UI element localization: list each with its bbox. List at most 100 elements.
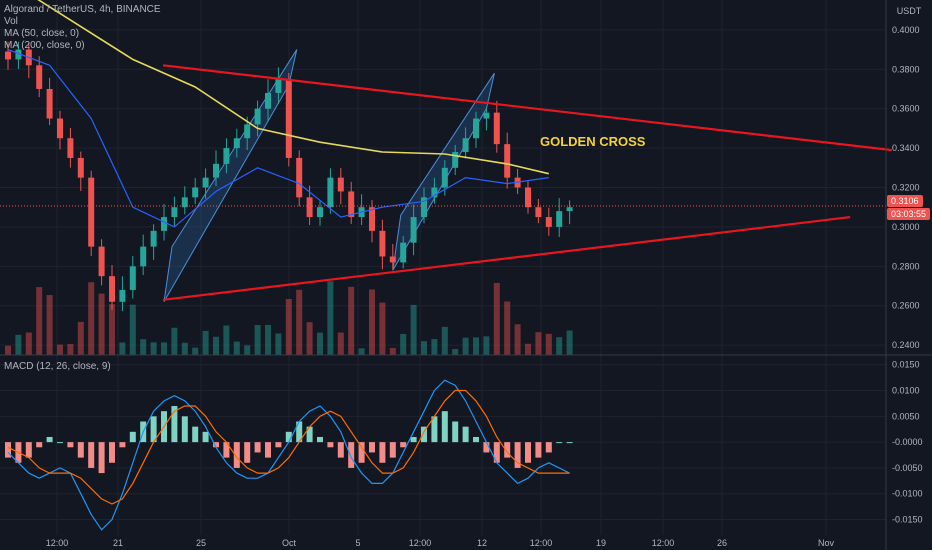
channel-box[interactable] — [163, 49, 298, 303]
volume-bar — [119, 342, 126, 355]
candlesticks — [5, 41, 573, 312]
trendlines[interactable] — [0, 64, 892, 301]
time-tick-label: 12:00 — [409, 538, 432, 548]
macd-axis[interactable]: 0.0150 0.0100 0.0050 -0.0000 -0.0050 -0.0100 -… — [892, 360, 923, 525]
grid — [0, 0, 886, 535]
macd-histogram-bar — [265, 442, 271, 458]
volume-bar — [46, 295, 53, 355]
candle-body — [431, 187, 438, 198]
macd-histogram-bar — [57, 442, 63, 444]
symbol-title[interactable]: Algorand / TetherUS, 4h, BINANCE — [4, 4, 161, 15]
candle-body — [129, 266, 136, 290]
macd-histogram-bar — [254, 442, 261, 453]
candle-body — [379, 230, 386, 257]
volume-bar — [441, 326, 448, 355]
indicator-vol[interactable]: Vol — [4, 16, 18, 27]
volume-bar — [223, 325, 230, 355]
time-tick-label: 19 — [596, 538, 606, 548]
price-tick-label: 0.3400 — [892, 143, 920, 153]
volume-bars — [5, 281, 573, 355]
volume-bar — [358, 348, 365, 355]
currency-label[interactable]: USDT — [897, 6, 922, 16]
volume-bar — [233, 341, 240, 355]
macd-histogram-bar — [556, 442, 563, 444]
volume-bar — [525, 343, 531, 355]
volume-bar — [213, 336, 219, 355]
macd-histogram-bar — [213, 442, 219, 448]
macd-histogram-bar — [119, 442, 126, 448]
moving-averages — [7, 0, 549, 228]
volume-bar — [493, 282, 500, 355]
candle-body — [348, 191, 355, 218]
trendline-upper[interactable] — [162, 64, 892, 152]
time-tick-label: 12:00 — [46, 538, 69, 548]
macd-histogram-bar — [389, 442, 396, 458]
volume-bar — [566, 330, 573, 355]
macd-histogram-bar — [431, 416, 438, 443]
indicator-ma200[interactable]: MA (200, close, 0) — [4, 40, 85, 51]
volume-bar — [57, 344, 63, 355]
macd-histogram-bar — [317, 436, 323, 443]
volume-bar — [192, 347, 199, 355]
volume-bar — [161, 342, 167, 355]
volume-bar — [15, 334, 22, 355]
volume-bar — [400, 333, 407, 355]
candle-body — [223, 148, 230, 164]
macd-histogram-bar — [36, 442, 43, 448]
time-axis[interactable]: 12:00 21 25 Oct 5 12:00 12 12:00 19 12:00 26 Nov — [46, 538, 835, 548]
current-price-badge: 0.3106 — [887, 195, 923, 207]
candle-body — [483, 112, 490, 119]
candle-body — [192, 187, 199, 198]
volume-bar — [348, 286, 355, 355]
volume-bar — [535, 332, 542, 355]
volume-bar — [545, 333, 552, 355]
volume-bar — [109, 304, 115, 355]
macd-legend[interactable]: MACD (12, 26, close, 9) — [4, 361, 111, 372]
volume-bar — [296, 289, 303, 355]
macd-tick-label: -0.0100 — [892, 489, 923, 499]
volume-bar — [327, 281, 334, 355]
price-tick-label: 0.3600 — [892, 104, 920, 114]
time-tick-label: 5 — [355, 538, 360, 548]
macd-histogram-bar — [337, 442, 344, 458]
candle-body — [493, 112, 500, 145]
golden-cross-annotation[interactable]: GOLDEN CROSS — [540, 134, 646, 149]
volume-bar — [98, 293, 105, 355]
candle-body — [285, 79, 292, 158]
macd-histogram-bar — [400, 442, 407, 448]
volume-bar — [410, 304, 417, 355]
candle-body — [556, 211, 563, 227]
macd-histogram-bar — [483, 442, 490, 453]
candle-body — [88, 177, 95, 247]
candle-body — [337, 177, 344, 192]
macd-histogram-bar — [192, 426, 199, 443]
macd-histogram-bar — [223, 442, 230, 458]
volume-bar — [36, 287, 43, 355]
macd-histogram-bar — [358, 442, 365, 463]
candle-body — [545, 217, 552, 227]
price-tick-label: 0.2600 — [892, 301, 920, 311]
macd-histogram-bar — [525, 442, 531, 463]
volume-bar — [254, 324, 261, 355]
price-tick-label: 0.3200 — [892, 183, 920, 193]
time-tick-label: 12:00 — [652, 538, 675, 548]
candle-body — [327, 177, 334, 208]
volume-bar — [473, 337, 479, 355]
candle-body — [473, 118, 479, 139]
candle-body — [452, 152, 459, 168]
candle-body — [150, 230, 157, 247]
price-axis[interactable]: 0.4000 0.3800 0.3600 0.3400 0.3200 0.3000 0.28… — [892, 25, 920, 350]
macd-tick-label: -0.0150 — [892, 515, 923, 525]
trendline-lower[interactable] — [162, 215, 851, 301]
volume-bar — [379, 302, 386, 355]
ma50-line — [7, 49, 549, 228]
volume-bar — [5, 345, 11, 355]
candle-body — [400, 242, 407, 263]
candle-body — [566, 207, 573, 212]
volume-bar — [452, 348, 459, 355]
macd-histogram-bar — [46, 436, 53, 443]
indicator-ma50[interactable]: MA (50, close, 0) — [4, 28, 80, 39]
macd-histogram-bar — [244, 442, 251, 463]
